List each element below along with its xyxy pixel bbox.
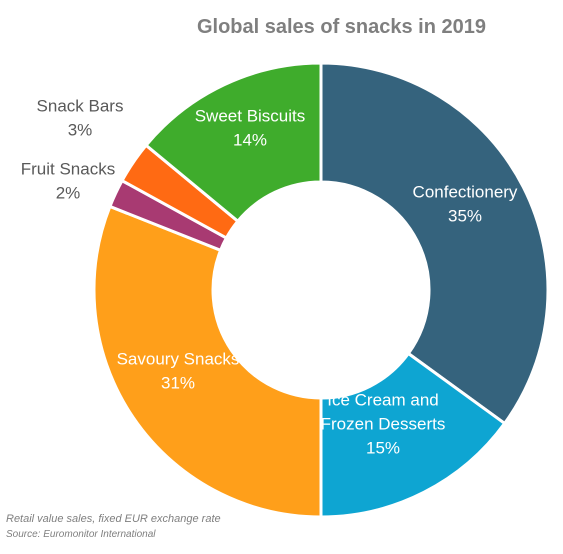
slice-savoury-snacks	[92, 204, 323, 519]
data-label-snack-bars: Snack Bars 3%	[37, 96, 124, 139]
data-label-ice-cream-and-frozen-desserts: Ice Cream and Frozen Desserts 15%	[321, 390, 446, 457]
data-label-fruit-snacks: Fruit Snacks 2%	[21, 159, 115, 202]
data-label-sweet-biscuits: Sweet Biscuits 14%	[195, 106, 306, 149]
slice-confectionery	[319, 61, 550, 426]
slice-ice-cream-and-frozen-desserts	[319, 351, 507, 519]
footnote-note: Retail value sales, fixed EUR exchange r…	[6, 513, 221, 525]
data-label-savoury-snacks: Savoury Snacks 31%	[117, 349, 240, 392]
slice-sweet-biscuits	[143, 61, 323, 224]
footnote-source: Source: Euromonitor International	[6, 529, 156, 540]
data-label-confectionery: Confectionery 35%	[413, 182, 518, 225]
chart-title: Global sales of snacks in 2019	[196, 16, 487, 38]
